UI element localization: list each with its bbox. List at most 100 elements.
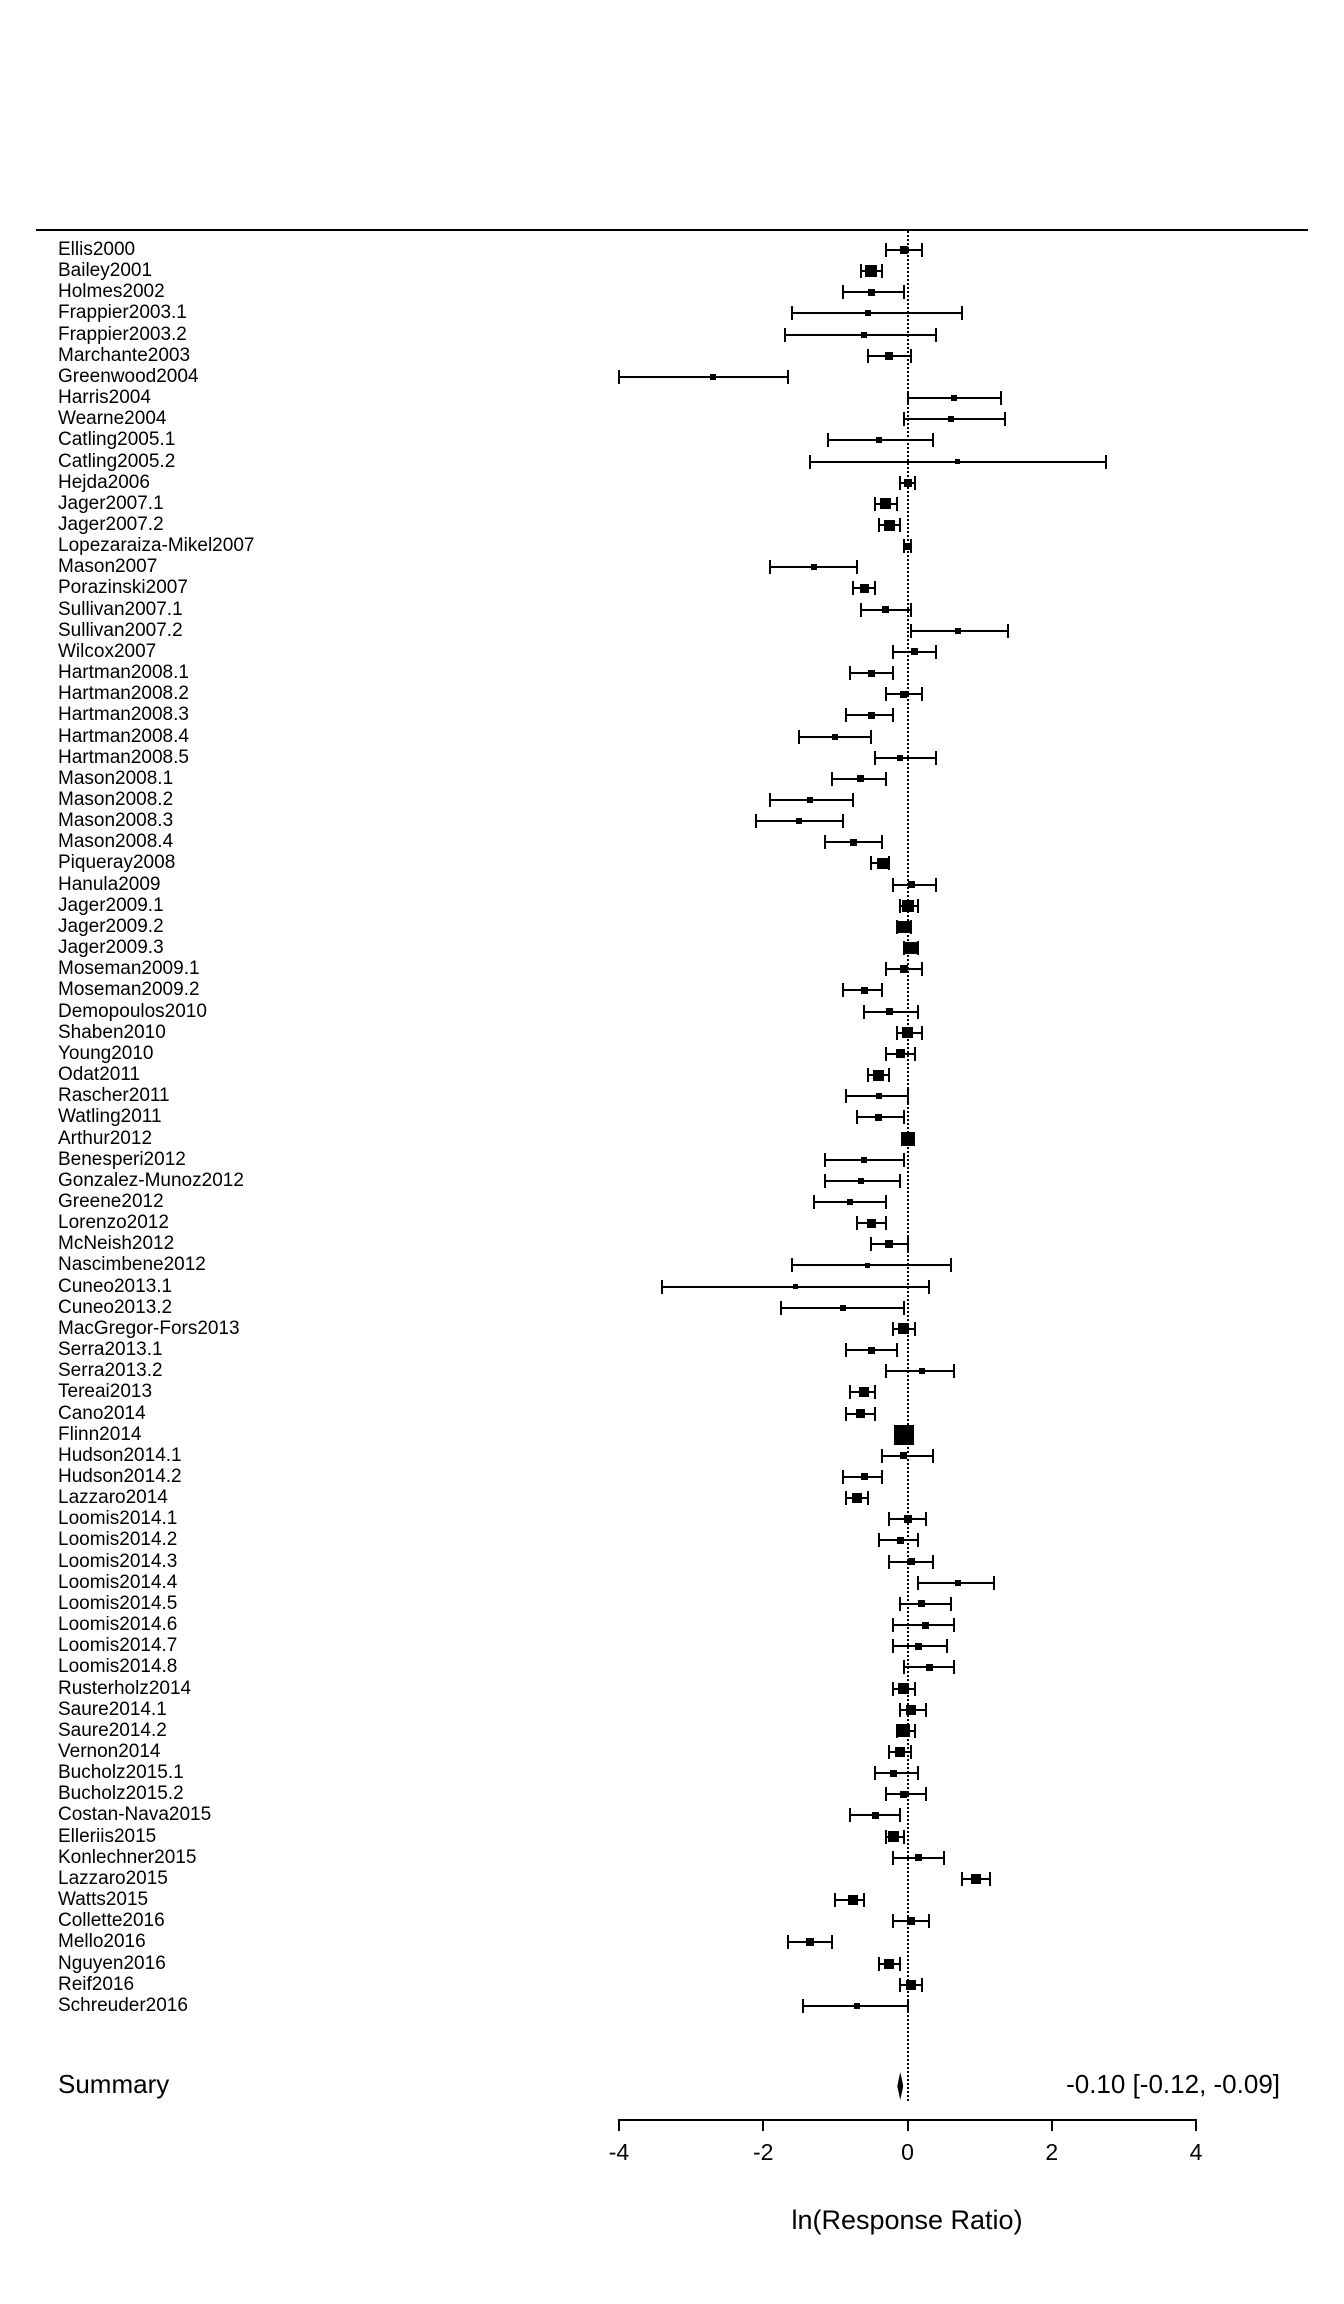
study-label: Schreuder2016: [58, 1994, 188, 2016]
study-label: Hudson2014.2: [58, 1465, 182, 1487]
ci-cap-right: [899, 1808, 902, 1823]
ci-cap-left: [892, 644, 895, 659]
ci-cap-left: [884, 1787, 887, 1802]
x-axis-tick: [906, 2119, 909, 2131]
ci-cap-right: [902, 1829, 905, 1844]
ci-cap-right: [924, 1512, 927, 1527]
ci-cap-left: [783, 327, 786, 342]
ci-cap-right: [924, 1702, 927, 1717]
study-label: Hartman2008.5: [58, 746, 189, 768]
point-estimate-marker: [896, 1536, 904, 1544]
study-label: Sullivan2007.1: [58, 598, 183, 620]
ci-cap-right: [917, 1766, 920, 1781]
ci-cap-left: [830, 771, 833, 786]
ci-cap-right: [874, 1385, 877, 1400]
point-estimate-marker: [882, 606, 890, 614]
ci-cap-left: [845, 1406, 848, 1421]
ci-cap-right: [884, 1194, 887, 1209]
ci-cap-right: [1104, 454, 1107, 469]
point-estimate-marker: [907, 881, 915, 889]
ci-cap-left: [892, 1850, 895, 1865]
study-label: Catling2005.1: [58, 429, 176, 451]
ci-cap-left: [892, 1639, 895, 1654]
point-estimate-marker: [864, 310, 871, 317]
ci-cap-left: [895, 1025, 898, 1040]
ci-cap-right: [830, 1935, 833, 1950]
confidence-interval: [875, 1772, 919, 1775]
ci-cap-left: [834, 1893, 837, 1908]
point-estimate-marker: [887, 1831, 899, 1843]
ci-cap-left: [874, 496, 877, 511]
point-estimate-marker: [865, 265, 878, 278]
ci-cap-right: [899, 1956, 902, 1971]
point-estimate-marker: [806, 1938, 815, 1947]
ci-cap-left: [801, 1998, 804, 2013]
study-label: Bucholz2015.2: [58, 1783, 184, 1805]
ci-cap-right: [902, 1110, 905, 1125]
study-label: Vernon2014: [58, 1741, 161, 1762]
point-estimate-marker: [875, 1113, 883, 1121]
study-label: Ellis2000: [58, 239, 136, 260]
study-label: Mason2008.2: [58, 789, 174, 811]
ci-cap-right: [917, 941, 920, 956]
ci-cap-right: [902, 1152, 905, 1167]
study-label: Flinn2014: [58, 1423, 142, 1445]
study-label: Loomis2014.7: [58, 1635, 178, 1657]
ci-cap-right: [866, 1491, 869, 1506]
ci-cap-right: [874, 1406, 877, 1421]
study-label: Sullivan2007.2: [58, 619, 183, 641]
point-estimate-marker: [971, 1873, 982, 1884]
x-tick-label: -2: [753, 2139, 774, 2165]
ci-cap-right: [949, 1258, 952, 1273]
study-label: Jager2009.3: [58, 937, 164, 959]
ci-cap-left: [888, 1554, 891, 1569]
study-label: Watts2015: [58, 1889, 149, 1911]
ci-cap-right: [881, 1469, 884, 1484]
ci-cap-right: [920, 962, 923, 977]
point-estimate-marker: [907, 1917, 916, 1926]
zero-reference-line: [906, 231, 909, 2101]
study-label: Wearne2004: [58, 408, 167, 430]
study-label: Watling2011: [58, 1106, 162, 1128]
ci-cap-left: [866, 1068, 869, 1083]
ci-cap-left: [859, 602, 862, 617]
point-estimate-marker: [709, 373, 716, 380]
ci-cap-left: [780, 1300, 783, 1315]
ci-cap-left: [841, 285, 844, 300]
x-axis-tick: [1050, 2119, 1053, 2131]
ci-cap-right: [928, 1914, 931, 1929]
point-estimate-marker: [880, 498, 892, 510]
confidence-interval: [792, 312, 962, 315]
ci-cap-right: [931, 1554, 934, 1569]
point-estimate-marker: [902, 1027, 913, 1039]
point-estimate-marker: [793, 1284, 799, 1290]
point-estimate-marker: [875, 437, 882, 444]
ci-cap-right: [993, 1575, 996, 1590]
confidence-interval: [784, 333, 937, 336]
point-estimate-marker: [900, 1452, 908, 1460]
study-label: Demopoulos2010: [58, 1000, 207, 1022]
point-estimate-marker: [876, 857, 888, 869]
point-estimate-marker: [807, 797, 814, 804]
study-label: Lazzaro2015: [58, 1867, 168, 1889]
point-estimate-marker: [898, 1683, 910, 1695]
ci-cap-left: [881, 1448, 884, 1463]
point-estimate-marker: [906, 1979, 917, 1990]
ci-cap-right: [902, 285, 905, 300]
point-estimate-marker: [885, 1008, 893, 1016]
ci-cap-left: [892, 1914, 895, 1929]
ci-cap-left: [899, 475, 902, 490]
study-label: Serra2013.1: [58, 1339, 163, 1361]
point-estimate-marker: [897, 754, 904, 761]
ci-cap-left: [884, 1364, 887, 1379]
ci-cap-right: [920, 1977, 923, 1992]
point-estimate-marker: [914, 1642, 922, 1650]
x-tick-label: 4: [1189, 2139, 1203, 2165]
study-label: MacGregor-Fors2013: [58, 1317, 240, 1339]
study-label: Saure2014.2: [58, 1719, 167, 1741]
study-label: Nascimbene2012: [58, 1254, 206, 1276]
ci-cap-right: [935, 877, 938, 892]
ci-cap-left: [827, 433, 830, 448]
study-label: Marchante2003: [58, 344, 191, 366]
